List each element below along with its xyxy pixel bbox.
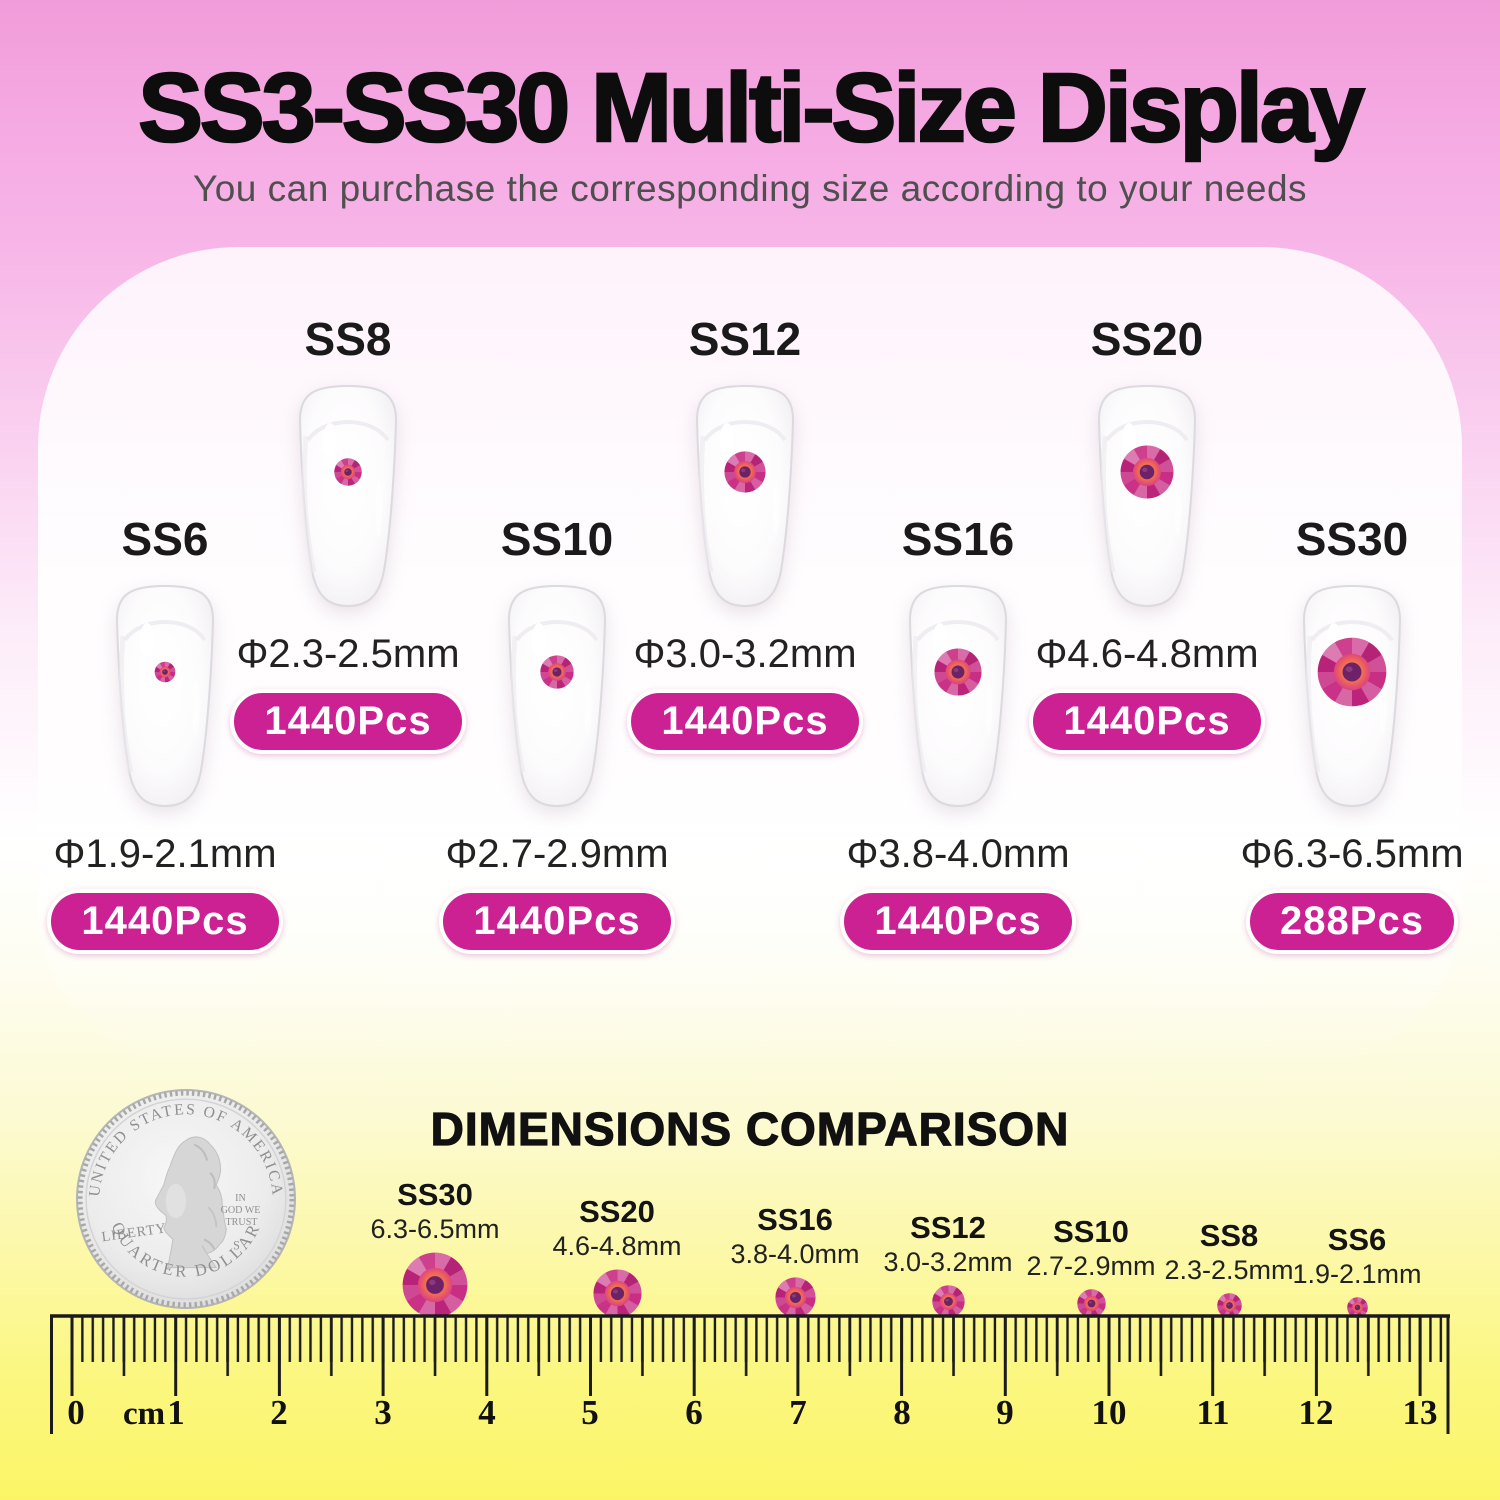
svg-text:2: 2 xyxy=(270,1393,288,1432)
washington-profile xyxy=(154,1136,227,1269)
stone-ss30: SS30 6.3-6.5mm xyxy=(345,1177,525,1318)
stone-name: SS16 xyxy=(757,1202,833,1237)
nail-sample-diameter: Φ3.8-4.0mm xyxy=(846,832,1070,876)
svg-text:6: 6 xyxy=(685,1393,703,1432)
svg-text:3: 3 xyxy=(374,1393,392,1432)
svg-text:11: 11 xyxy=(1196,1393,1229,1432)
stone-size: 3.0-3.2mm xyxy=(883,1247,1013,1277)
stone-ss8: SS8 2.3-2.5mm xyxy=(1139,1218,1319,1318)
stone-size: 3.8-4.0mm xyxy=(730,1239,860,1269)
nail-tip-graphic xyxy=(284,376,412,616)
nail-tip-graphic xyxy=(1083,376,1211,616)
svg-text:10: 10 xyxy=(1092,1393,1127,1432)
nail-sample-ss6: SS6 Φ1.9-2.1mm 1440Pcs xyxy=(25,512,305,954)
rhinestone-icon xyxy=(540,655,574,689)
rhinestone-icon xyxy=(592,1269,642,1318)
svg-text:GOD WE: GOD WE xyxy=(221,1205,261,1216)
svg-text:13: 13 xyxy=(1403,1393,1438,1432)
nail-tip-graphic xyxy=(1288,576,1416,816)
stone-ss6: SS6 1.9-2.1mm xyxy=(1267,1222,1447,1318)
rhinestone-icon xyxy=(724,451,766,493)
svg-text:1: 1 xyxy=(167,1393,185,1432)
stone-size: 1.9-2.1mm xyxy=(1292,1259,1422,1289)
stone-name: SS8 xyxy=(1199,1218,1259,1253)
rhinestone-icon xyxy=(154,661,176,683)
piece-count-badge: 1440Pcs xyxy=(47,889,283,954)
svg-text:8: 8 xyxy=(893,1393,911,1432)
stone-size: 4.6-4.8mm xyxy=(552,1231,682,1261)
stone-name: SS10 xyxy=(1053,1214,1129,1249)
nail-sample-ss16: SS16 Φ3.8-4.0mm 1440Pcs xyxy=(818,512,1098,954)
coin-motto-text: IN GOD WE TRUST S xyxy=(221,1193,261,1252)
nail-sample-ss8: SS8 Φ2.3-2.5mm 1440Pcs xyxy=(208,312,488,754)
stone-size: 6.3-6.5mm xyxy=(370,1214,500,1244)
stone-size: 2.3-2.5mm xyxy=(1164,1255,1294,1285)
svg-text:12: 12 xyxy=(1299,1393,1334,1432)
stone-ss16: SS16 3.8-4.0mm xyxy=(705,1202,885,1318)
nail-sample-ss30: SS30 Φ6.3-6.5mm 288Pcs xyxy=(1212,512,1492,954)
ruler-unit-label: cm xyxy=(123,1396,165,1432)
rhinestone-icon xyxy=(1317,637,1387,707)
svg-text:4: 4 xyxy=(478,1393,496,1432)
svg-text:0: 0 xyxy=(67,1393,85,1432)
nail-sample-ss10: SS10 Φ2.7-2.9mm 1440Pcs xyxy=(417,512,697,954)
svg-text:TRUST: TRUST xyxy=(226,1217,258,1228)
nail-sample-diameter: Φ2.3-2.5mm xyxy=(236,632,460,676)
stone-size: 2.7-2.9mm xyxy=(1026,1251,1156,1281)
nail-sample-name: SS6 xyxy=(121,513,209,565)
stone-ss10: SS10 2.7-2.9mm xyxy=(1001,1214,1181,1318)
nail-tip-graphic xyxy=(681,376,809,616)
stone-ss20: SS20 4.6-4.8mm xyxy=(527,1194,707,1318)
page-title: SS3-SS30 Multi-Size Display xyxy=(137,52,1366,164)
piece-count-badge: 1440Pcs xyxy=(230,689,466,754)
nail-sample-ss20: SS20 Φ4.6-4.8mm 1440Pcs xyxy=(1007,312,1287,754)
stone-name: SS6 xyxy=(1327,1222,1387,1257)
piece-count-badge: 1440Pcs xyxy=(1029,689,1265,754)
rhinestone-icon xyxy=(934,648,982,696)
stone-name: SS20 xyxy=(579,1194,655,1229)
piece-count-badge: 1440Pcs xyxy=(840,889,1076,954)
ruler-numbers: 0 cm 1 2 3 4 5 6 7 8 9 10 11 12 13 xyxy=(67,1393,1437,1432)
svg-text:7: 7 xyxy=(789,1393,807,1432)
svg-text:9: 9 xyxy=(996,1393,1014,1432)
nail-sample-diameter: Φ1.9-2.1mm xyxy=(53,832,277,876)
nail-sample-name: SS30 xyxy=(1295,513,1409,565)
svg-text:IN: IN xyxy=(235,1193,246,1204)
coin-mint-mark: S xyxy=(233,1238,240,1252)
rhinestone-icon xyxy=(402,1252,468,1318)
nail-sample-name: SS16 xyxy=(901,513,1015,565)
rhinestone-icon xyxy=(1120,445,1174,499)
piece-count-badge: 1440Pcs xyxy=(627,689,863,754)
stone-name: SS30 xyxy=(397,1177,473,1212)
svg-text:5: 5 xyxy=(581,1393,599,1432)
nail-sample-name: SS10 xyxy=(500,513,614,565)
nail-tip-graphic xyxy=(894,576,1022,816)
nail-sample-diameter: Φ6.3-6.5mm xyxy=(1240,832,1464,876)
stone-name: SS12 xyxy=(910,1210,986,1245)
nail-sample-diameter: Φ4.6-4.8mm xyxy=(1035,632,1259,676)
nail-sample-diameter: Φ2.7-2.9mm xyxy=(445,832,669,876)
piece-count-badge: 1440Pcs xyxy=(439,889,675,954)
rhinestone-icon xyxy=(334,458,362,486)
ruler: 0 cm 1 2 3 4 5 6 7 8 9 10 11 12 13 xyxy=(50,1312,1450,1447)
quarter-coin: UNITED STATES OF AMERICA QUARTER DOLLAR … xyxy=(76,1089,296,1309)
piece-count-badge: 288Pcs xyxy=(1246,889,1458,954)
stone-ss12: SS12 3.0-3.2mm xyxy=(858,1210,1038,1318)
comparison-heading: DIMENSIONS COMPARISON xyxy=(430,1102,1070,1155)
nail-sample-name: SS8 xyxy=(304,313,392,365)
nail-sample-name: SS20 xyxy=(1090,313,1204,365)
page-subtitle: You can purchase the corresponding size … xyxy=(192,168,1308,209)
nail-sample-name: SS12 xyxy=(688,313,802,365)
nail-tip-graphic xyxy=(493,576,621,816)
nail-sample-ss12: SS12 Φ3.0-3.2mm 1440Pcs xyxy=(605,312,885,754)
nail-sample-diameter: Φ3.0-3.2mm xyxy=(633,632,857,676)
